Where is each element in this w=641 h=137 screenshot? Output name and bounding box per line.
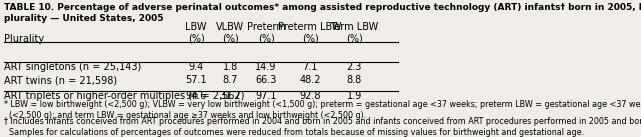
Text: 9.4: 9.4	[188, 62, 204, 72]
Text: 1.8: 1.8	[222, 62, 238, 72]
Text: Term LBW
(%): Term LBW (%)	[330, 22, 378, 44]
Text: 94.6: 94.6	[185, 91, 207, 101]
Text: LBW
(%): LBW (%)	[185, 22, 207, 44]
Text: 97.1: 97.1	[255, 91, 277, 101]
Text: * LBW = low birthweight (<2,500 g); VLBW = very low birthweight (<1,500 g); pret: * LBW = low birthweight (<2,500 g); VLBW…	[4, 99, 641, 120]
Text: 66.3: 66.3	[255, 75, 277, 85]
Text: 1.9: 1.9	[347, 91, 362, 101]
Text: 2.3: 2.3	[347, 62, 362, 72]
Text: 14.9: 14.9	[255, 62, 277, 72]
Text: † Includes infants conceived from ART procedures performed in 2004 and born in 2: † Includes infants conceived from ART pr…	[4, 117, 641, 137]
Text: 7.1: 7.1	[303, 62, 318, 72]
Text: 31.2: 31.2	[219, 91, 241, 101]
Text: 57.1: 57.1	[185, 75, 207, 85]
Text: Preterm
(%): Preterm (%)	[247, 22, 285, 44]
Text: TABLE 10. Percentage of adverse perinatal outcomes* among assisted reproductive : TABLE 10. Percentage of adverse perinata…	[4, 3, 641, 23]
Text: Plurality: Plurality	[4, 34, 44, 44]
Text: 8.7: 8.7	[222, 75, 238, 85]
Text: ART twins (n = 21,598): ART twins (n = 21,598)	[4, 75, 117, 85]
Text: ART triplets or higher-order multiples (n = 2,567): ART triplets or higher-order multiples (…	[4, 91, 244, 101]
Text: 8.8: 8.8	[347, 75, 362, 85]
Text: 48.2: 48.2	[299, 75, 321, 85]
Text: VLBW
(%): VLBW (%)	[216, 22, 244, 44]
Text: Preterm LBW
(%): Preterm LBW (%)	[278, 22, 342, 44]
Text: ART singletons (n = 25,143): ART singletons (n = 25,143)	[4, 62, 141, 72]
Text: 92.8: 92.8	[299, 91, 321, 101]
